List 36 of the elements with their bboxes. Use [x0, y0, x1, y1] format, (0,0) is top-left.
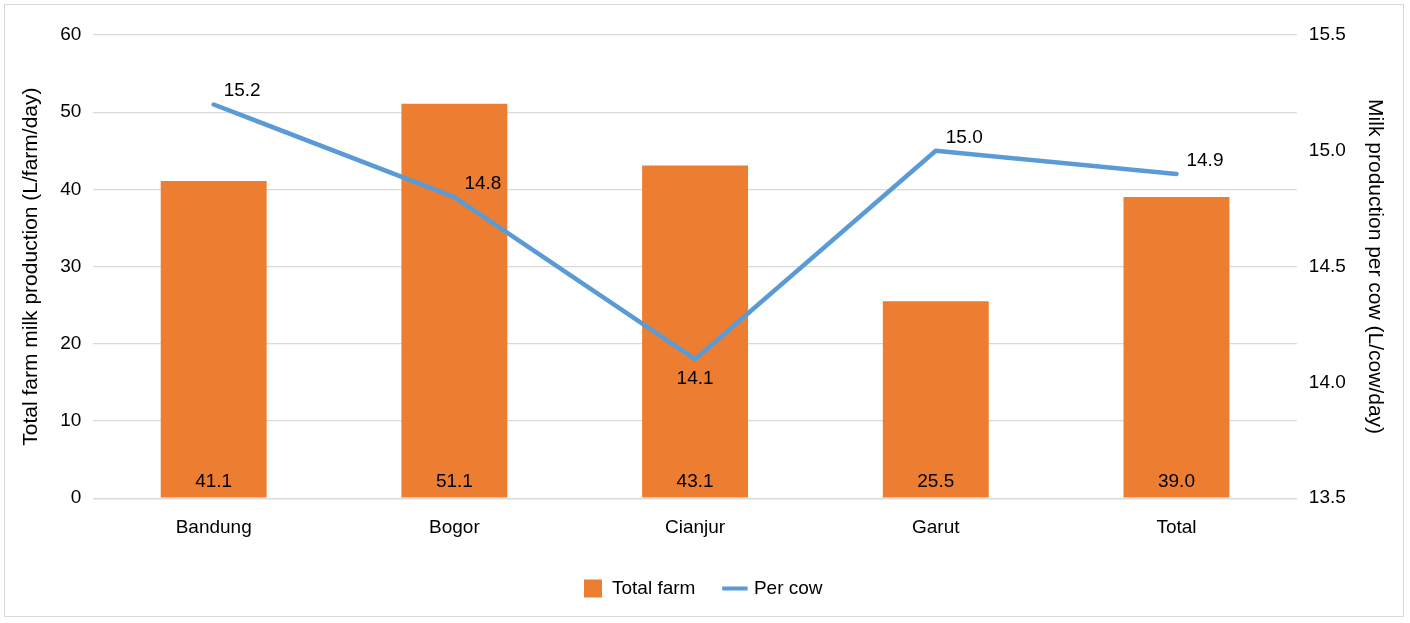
y2-tick-label: 14.5	[1308, 254, 1346, 276]
data-label: 39.0	[1157, 470, 1195, 492]
x-tick-label: Garut	[912, 515, 961, 537]
y-tick-label: 10	[60, 409, 82, 431]
y2-tick-label: 15.5	[1308, 23, 1346, 45]
x-tick-label: Bandung	[175, 515, 252, 537]
data-label: 14.1	[676, 366, 714, 388]
bar	[1123, 197, 1230, 498]
x-tick-label: Cianjur	[664, 515, 726, 537]
bar	[642, 165, 749, 498]
data-label: 15.0	[945, 125, 983, 147]
y-tick-label: 0	[70, 486, 82, 508]
y2-tick-label: 14.0	[1308, 370, 1346, 392]
x-tick-label: Bogor	[429, 515, 481, 537]
y-tick-label: 50	[60, 100, 82, 122]
y-tick-label: 30	[60, 254, 82, 276]
y-axis-title: Total farm milk production (L/farm/day)	[18, 87, 42, 446]
data-label: 41.1	[195, 470, 233, 492]
y2-tick-label: 15.0	[1308, 139, 1346, 161]
y2-tick-label: 13.5	[1308, 486, 1346, 508]
bar	[401, 103, 508, 498]
data-label: 25.5	[917, 470, 955, 492]
legend-label: Per cow	[753, 576, 823, 598]
y-tick-label: 40	[60, 177, 82, 199]
data-label: 51.1	[435, 470, 473, 492]
legend-label: Total farm	[611, 576, 696, 598]
bar	[882, 301, 989, 498]
data-label: 43.1	[676, 470, 714, 492]
bar	[160, 180, 267, 498]
data-label: 14.8	[464, 171, 502, 193]
x-tick-label: Total	[1156, 515, 1197, 537]
data-label: 14.9	[1186, 148, 1224, 170]
y2-axis-title: Milk production per cow (L/cow/day)	[1364, 99, 1388, 435]
y-tick-label: 20	[60, 332, 82, 354]
data-label: 15.2	[223, 79, 261, 101]
y-tick-label: 60	[60, 23, 82, 45]
